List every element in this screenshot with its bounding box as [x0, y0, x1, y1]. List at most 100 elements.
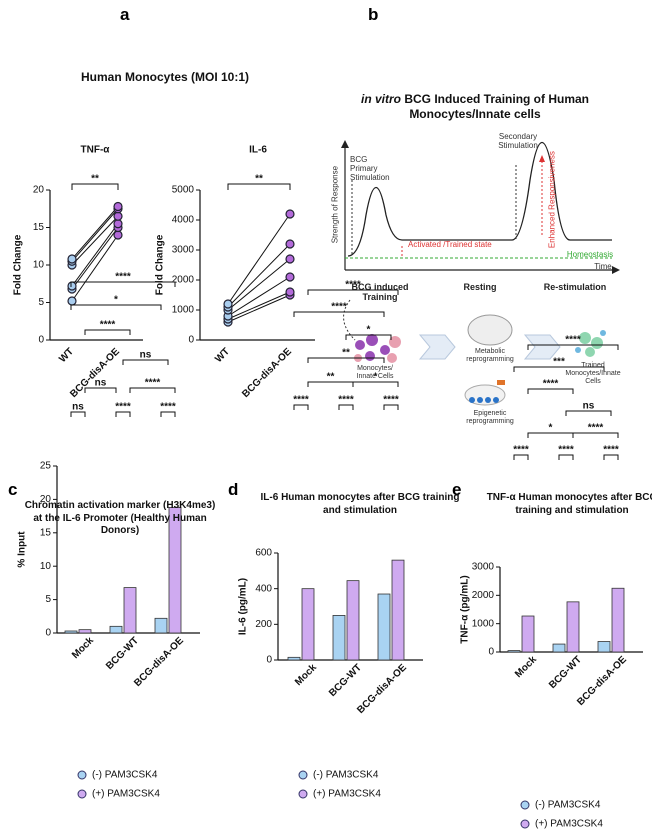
significance-bracket: [307, 381, 354, 387]
x-tick-label: WT: [213, 346, 232, 365]
bar: [301, 588, 315, 661]
point: [67, 296, 77, 306]
pair-line: [71, 234, 119, 302]
label: Epigenetic reprogramming: [466, 410, 514, 426]
significance-label: ****: [338, 395, 354, 406]
y-tick-label: 25: [40, 461, 52, 472]
bar: [566, 601, 580, 653]
pair-line: [227, 294, 291, 323]
significance-bracket: [71, 183, 119, 190]
label: Monocytes/ Innate Cells: [356, 365, 394, 381]
significance-label: ****: [345, 280, 361, 291]
significance-bracket: [513, 366, 605, 372]
bar: [287, 656, 301, 661]
x-tick-label: Mock: [293, 662, 319, 688]
significance-label: *: [549, 423, 553, 434]
pair-line: [71, 206, 119, 260]
y-tick-label: 200: [255, 619, 272, 630]
y-tick-label: 3000: [172, 245, 195, 256]
axis-label: Time: [594, 262, 612, 271]
significance-bracket: [70, 304, 162, 310]
point: [67, 254, 77, 264]
label: Activated /Trained state: [408, 240, 492, 249]
label: Metabolic reprogramming: [466, 348, 514, 364]
diagram-shapes: [341, 140, 620, 406]
bar: [552, 643, 566, 653]
point: [113, 230, 123, 240]
y-axis-label: IL-6 (pg/mL): [238, 578, 249, 635]
legend-label: (+) PAM3CSK4: [92, 789, 160, 800]
panel-label: e: [452, 480, 462, 499]
significance-bracket: [527, 388, 574, 394]
point: [285, 239, 295, 249]
label: Enhanced Responsiveness: [547, 151, 557, 249]
label: BCG Primary Stimulation: [350, 155, 390, 183]
x-tick-label: Mock: [70, 635, 96, 661]
pair-line: [227, 276, 291, 317]
y-tick-label: 5000: [172, 185, 195, 196]
point: [113, 219, 123, 229]
y-tick-label: 2000: [172, 275, 195, 286]
significance-label: ****: [383, 395, 399, 406]
legend-label: (-) PAM3CSK4: [313, 770, 379, 781]
significance-bracket: [160, 411, 176, 417]
significance-bracket: [122, 359, 169, 365]
significance-bracket: [527, 432, 574, 438]
significance-bracket: [345, 334, 392, 340]
bar: [597, 641, 611, 653]
bar: [154, 617, 168, 634]
significance-label: **: [255, 174, 263, 185]
legend-marker: [520, 800, 530, 810]
significance-label: ****: [565, 335, 581, 346]
significance-label: ****: [558, 445, 574, 456]
significance-bracket: [307, 357, 385, 363]
significance-bracket: [70, 281, 176, 287]
significance-label: ****: [331, 302, 347, 313]
axis-label: Strength of Response: [330, 165, 340, 244]
bar: [346, 580, 360, 661]
y-tick-label: 2000: [472, 590, 495, 601]
significance-label: ****: [543, 379, 559, 390]
significance-label: **: [327, 372, 335, 383]
significance-label: ****: [145, 378, 161, 389]
significance-label: *: [374, 372, 378, 383]
panel-label: c: [8, 480, 18, 499]
pair-line: [227, 213, 291, 305]
pair-line: [71, 215, 119, 266]
label: Trained Monocytes/Innate Cells: [565, 362, 621, 386]
y-axis-label: Fold Change: [13, 234, 24, 295]
point: [67, 281, 77, 291]
y-tick-label: 3000: [472, 562, 495, 573]
y-tick-label: 0: [488, 647, 494, 658]
significance-bracket: [565, 410, 612, 416]
label: Homeostasis: [566, 250, 614, 259]
chart-title: TNF-α Human monocytes after BCG training…: [486, 492, 652, 516]
significance-bracket: [293, 311, 385, 317]
y-tick-label: 0: [266, 655, 272, 666]
significance-label: ****: [513, 445, 529, 456]
legend-marker: [298, 770, 308, 780]
bar: [332, 615, 346, 661]
significance-bracket: [513, 454, 529, 460]
point: [285, 272, 295, 282]
legend-label: (-) PAM3CSK4: [92, 770, 158, 781]
point: [113, 201, 123, 212]
significance-label: ***: [553, 357, 565, 368]
significance-bracket: [84, 387, 117, 393]
x-tick-label: BCG-WT: [104, 635, 141, 672]
y-tick-label: 1000: [172, 305, 195, 316]
legend-label: (-) PAM3CSK4: [535, 800, 601, 811]
chart-title: IL-6: [249, 145, 267, 156]
pair-line: [71, 208, 119, 262]
significance-label: ****: [100, 320, 116, 331]
y-tick-label: 10: [33, 260, 45, 271]
significance-bracket: [227, 183, 291, 190]
panel-label: d: [228, 480, 239, 499]
y-tick-label: 5: [45, 594, 51, 605]
chart-title: Chromatin activation marker (H3K4me3) at…: [24, 500, 216, 536]
pair-line: [227, 258, 291, 311]
y-tick-label: 1000: [472, 618, 495, 629]
title-text: BCG Induced Training of Human Monocytes/…: [404, 92, 590, 121]
bar: [391, 559, 405, 661]
